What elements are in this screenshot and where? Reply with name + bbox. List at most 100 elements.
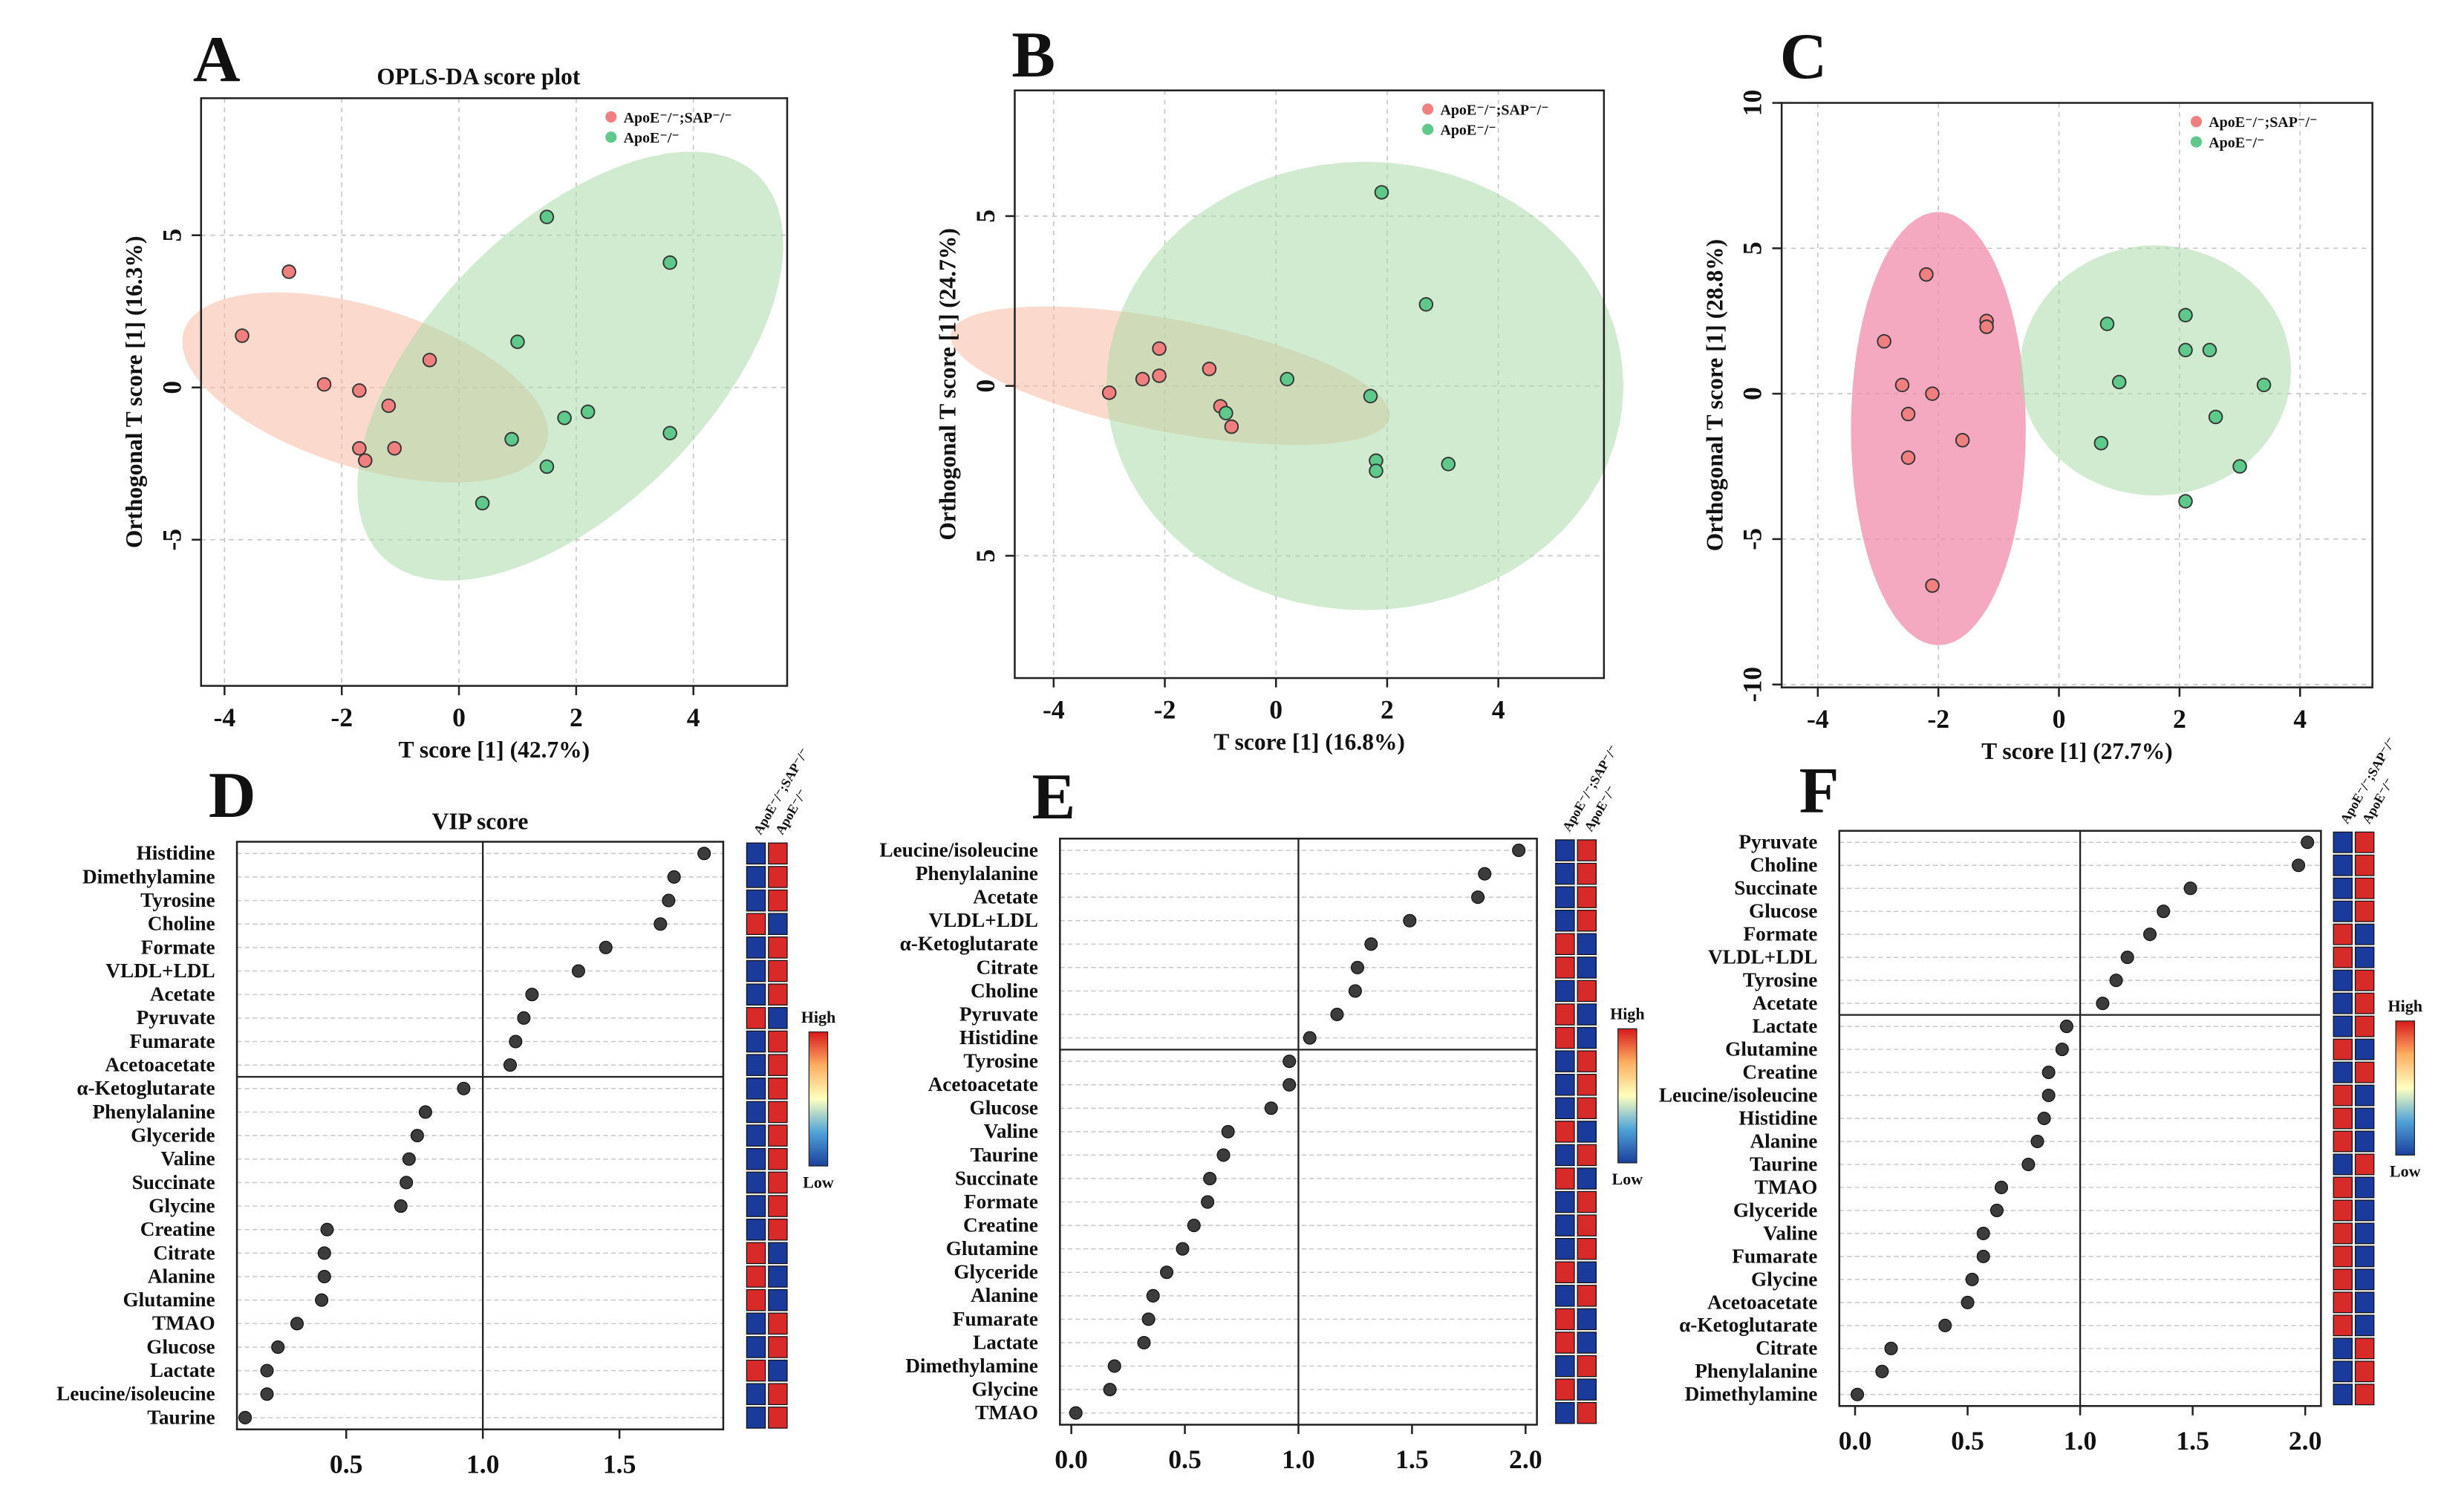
heatmap-cell [1555, 1144, 1575, 1167]
heatmap-cell [746, 936, 766, 959]
metabolite-label: Phenylalanine [93, 1101, 215, 1123]
vip-dot [1938, 1318, 1952, 1332]
heatmap-cell [768, 913, 788, 936]
heatmap-cell [2333, 1384, 2353, 1406]
data-point-green [2256, 377, 2272, 393]
heatmap-cell [1555, 1261, 1575, 1283]
metabolite-label: Glycine [149, 1194, 215, 1216]
y-tick-label: 5 [157, 229, 186, 242]
vip-dot [1160, 1265, 1174, 1280]
heatmap-cell [746, 1007, 766, 1029]
heatmap-cell [746, 1030, 766, 1053]
metabolite-label: VLDL+LDL [929, 909, 1038, 931]
heatmap-cell [746, 983, 766, 1006]
vip-dot [667, 870, 681, 884]
y-tick-label: 5 [971, 549, 1000, 562]
legend-marker [2190, 136, 2203, 148]
heatmap-cell [1555, 1121, 1575, 1143]
x-tick-label: 1.0 [1282, 1444, 1315, 1474]
heatmap-cell [768, 866, 788, 888]
heatmap-cell [768, 1171, 788, 1194]
heatmap-cell [2333, 1107, 2353, 1130]
vip-dot [1203, 1171, 1217, 1186]
metabolite-label: Histidine [1738, 1107, 1817, 1129]
metabolite-label: Alanine [1750, 1130, 1817, 1152]
heatmap-cell [1555, 957, 1575, 979]
metabolite-label: Glycine [1751, 1268, 1817, 1290]
heatmap-cell [746, 1383, 766, 1406]
heatmap-cell [2354, 969, 2375, 991]
heatmap-cell [2354, 1291, 2375, 1314]
x-tick-label: 0.5 [1951, 1426, 1984, 1456]
vip-dot [418, 1105, 432, 1119]
heatmap-cell [1577, 1401, 1597, 1424]
vip-panel-e: Leucine/isoleucinePhenylalanineAcetateVL… [879, 743, 1644, 1475]
metabolite-label: α-Ketoglutarate [76, 1077, 215, 1099]
y-tick-label: -5 [1738, 528, 1767, 550]
metabolite-label: Lactate [973, 1331, 1038, 1353]
vip-dot [457, 1081, 471, 1095]
heatmap-cell [2333, 969, 2353, 991]
metabolite-label: Glyceride [131, 1124, 215, 1146]
x-tick-label: -2 [1154, 695, 1176, 725]
legend-label: ApoE⁻/⁻;SAP⁻/⁻ [624, 110, 732, 126]
heatmap-cell [746, 1218, 766, 1241]
legend-label: ApoE⁻/⁻ [2209, 134, 2264, 151]
x-tick-label: 1.5 [2176, 1426, 2209, 1456]
heatmap-cell [2333, 1061, 2353, 1084]
y-axis-label: Orthogonal T score [1] (28.8%) [1701, 239, 1727, 551]
heatmap-cell [1577, 1308, 1597, 1331]
heatmap-cell [1577, 1003, 1597, 1026]
data-point-pink [1925, 386, 1940, 401]
heatmap-cell [1555, 980, 1575, 1003]
heatmap-cell [1555, 1401, 1575, 1424]
metabolite-label: Choline [1750, 854, 1817, 876]
x-axis-label: T score [1] (27.7%) [1981, 738, 2173, 764]
heatmap-cell [768, 959, 788, 983]
metabolite-label: Acetoacetate [1707, 1291, 1817, 1313]
metabolite-label: Pyruvate [959, 1003, 1038, 1025]
metabolite-label: Pyruvate [1738, 831, 1817, 853]
heatmap-cell [768, 936, 788, 959]
metabolite-label: Creatine [1742, 1060, 1817, 1083]
vip-dot [2157, 905, 2171, 919]
vip-dot [1976, 1249, 1990, 1263]
metabolite-label: Valine [984, 1120, 1038, 1142]
metabolite-label: Phenylalanine [916, 862, 1038, 884]
x-tick-label: 2 [570, 703, 583, 732]
vip-dot [503, 1058, 517, 1072]
y-tick-label: 0 [157, 381, 186, 394]
y-axis-label: Orthogonal T score [1] (16.3%) [121, 236, 147, 548]
metabolite-label: Tyrosine [1743, 969, 1818, 991]
heatmap-cell [1577, 1121, 1597, 1143]
heatmap-cell [1555, 1167, 1575, 1190]
x-tick-label: -2 [1927, 704, 1949, 734]
metabolite-label: Glutamine [946, 1237, 1038, 1260]
heat-legend-high: High [2388, 997, 2422, 1015]
vip-dot [260, 1363, 274, 1378]
metabolite-label: α-Ketoglutarate [1679, 1314, 1817, 1336]
heat-legend-low: Low [2390, 1162, 2421, 1181]
metabolite-label: Lactate [150, 1359, 215, 1381]
heatmap-cell [746, 959, 766, 983]
data-point-green [2202, 342, 2217, 358]
heatmap-cell [1577, 1285, 1597, 1307]
vip-dot [1146, 1288, 1160, 1303]
heat-color-bar [1617, 1028, 1637, 1164]
heatmap-cell [768, 1288, 788, 1311]
heatmap-cell [746, 1195, 766, 1217]
data-point-green [1280, 371, 1294, 387]
vip-dot [1348, 984, 1362, 998]
legend-label: ApoE⁻/⁻ [1440, 123, 1496, 139]
data-point-green [1418, 297, 1434, 312]
y-tick-label: 5 [971, 209, 1000, 223]
vip-dot [571, 964, 585, 978]
x-tick-label: 2.0 [2289, 1426, 2322, 1456]
heatmap-cell [768, 983, 788, 1006]
vip-dot [315, 1293, 329, 1307]
heatmap-cell [1577, 1378, 1597, 1401]
heatmap-cell [2333, 1130, 2353, 1153]
x-tick-label: 1.0 [466, 1450, 500, 1479]
metabolite-label: Succinate [1734, 877, 1817, 899]
metabolite-label: Creatine [963, 1214, 1038, 1236]
